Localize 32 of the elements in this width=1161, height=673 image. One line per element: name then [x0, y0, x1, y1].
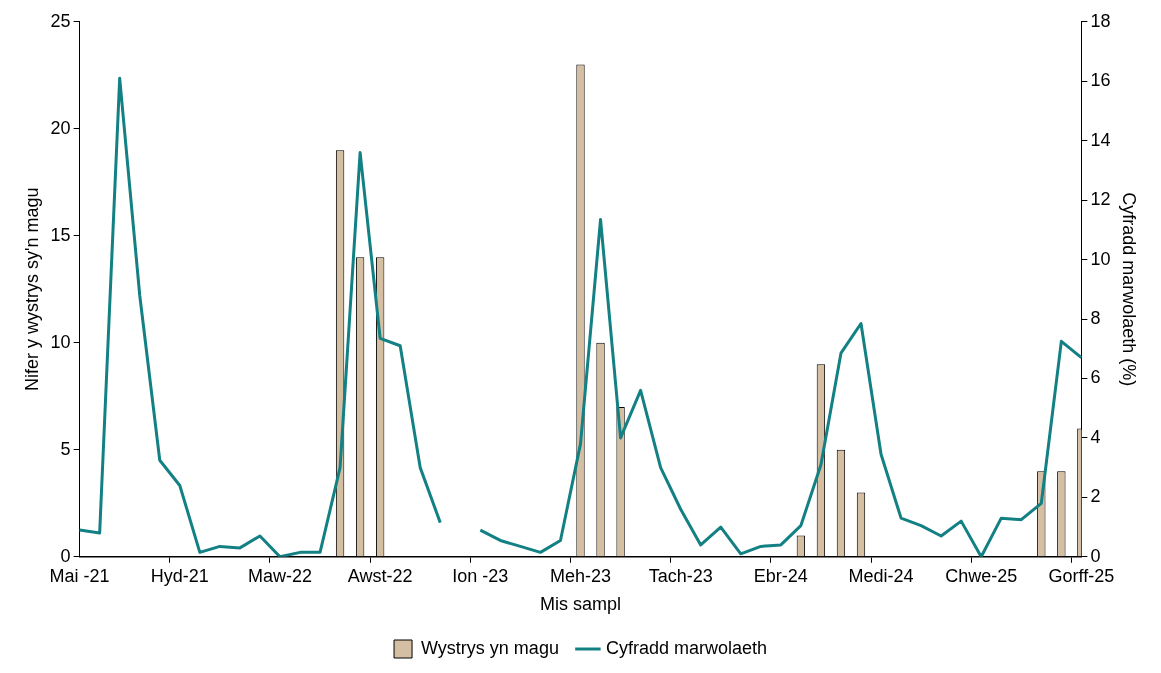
y2-tick-label: 6 — [1090, 367, 1101, 388]
y2-tick-label: 18 — [1090, 10, 1111, 31]
x-tick-label: Ebr-24 — [753, 565, 808, 586]
y2-tick-label: 10 — [1090, 248, 1111, 269]
y-tick-label: 25 — [50, 10, 71, 31]
y-tick-label: 20 — [50, 117, 71, 138]
y-axis-title: Nifer y wystrys sy'n magu — [21, 187, 42, 392]
y2-tick-label: 2 — [1090, 486, 1101, 507]
legend-label: Wystrys yn magu — [421, 637, 559, 658]
y2-axis-title: Cyfradd marwolaeth (%) — [1119, 192, 1140, 387]
y-tick-label: 5 — [60, 438, 71, 459]
x-axis-title: Mis sampl — [539, 594, 622, 615]
x-tick-label: Awst-22 — [347, 565, 413, 586]
x-tick-label: Medi-24 — [848, 565, 914, 586]
x-tick-label: Hyd-21 — [150, 565, 209, 586]
x-tick-label: Chwe-25 — [945, 565, 1018, 586]
y-tick-label: 0 — [60, 545, 71, 566]
y2-tick-label: 4 — [1090, 426, 1101, 447]
legend-label: Cyfradd marwolaeth — [605, 637, 767, 658]
y2-tick-label: 0 — [1090, 545, 1101, 566]
x-tick-label: Tach-23 — [648, 565, 713, 586]
y2-tick-label: 16 — [1090, 70, 1111, 91]
x-tick-label: Ion -23 — [452, 565, 509, 586]
x-tick-label: Meh-23 — [549, 565, 612, 586]
x-tick-label: Gorff-25 — [1048, 565, 1115, 586]
y2-tick-label: 14 — [1090, 129, 1111, 150]
x-tick-label: Mai -21 — [49, 565, 110, 586]
x-tick-label: Maw-22 — [247, 565, 312, 586]
y2-tick-label: 8 — [1090, 307, 1101, 328]
y-tick-label: 15 — [50, 224, 71, 245]
y-tick-label: 10 — [50, 331, 71, 352]
y2-tick-label: 12 — [1090, 189, 1111, 210]
